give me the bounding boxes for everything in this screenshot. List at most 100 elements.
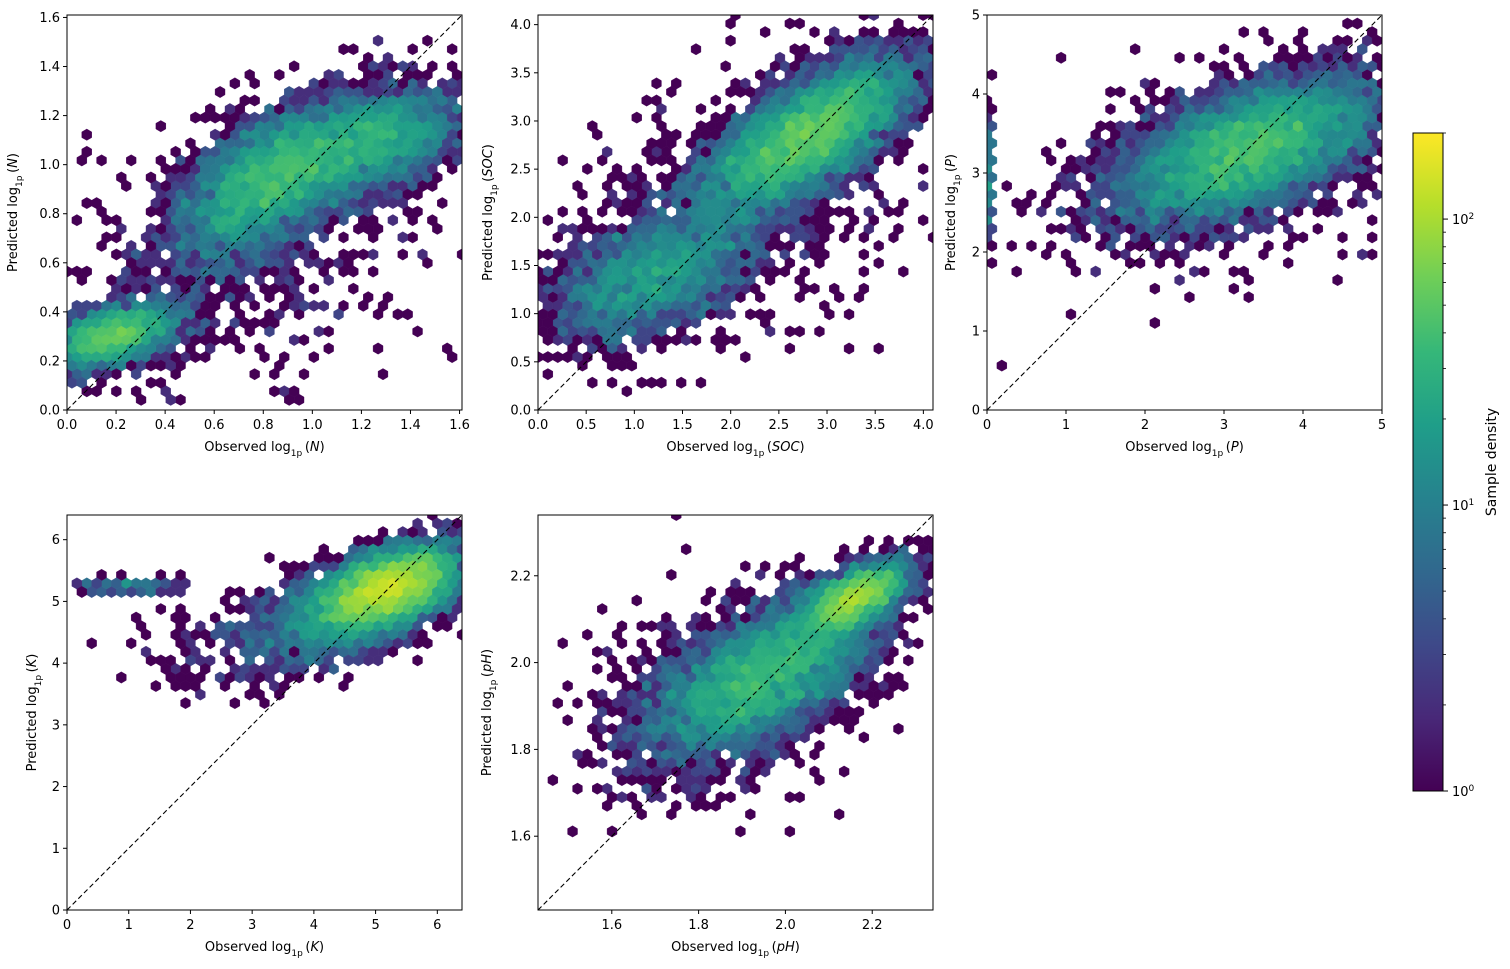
hexbin-cell: [368, 645, 379, 658]
hexbin-cell: [1144, 137, 1156, 150]
hexbin-cell: [858, 265, 869, 278]
hexbin-cell: [853, 705, 865, 718]
x-tick-label: 1.8: [688, 918, 709, 933]
hexbin-cell: [437, 197, 448, 210]
hexbin-cell: [298, 334, 310, 346]
hexbin-cell: [145, 239, 157, 252]
identity-line: [538, 15, 933, 410]
hexbin-cell: [200, 662, 211, 675]
hexbin-cell: [883, 205, 894, 218]
hexbin-cell: [382, 86, 394, 98]
hexbin-cell: [363, 86, 374, 98]
hexbin-cell: [1100, 214, 1111, 227]
hexbin-cell: [333, 308, 344, 321]
hexbin-cell: [1332, 274, 1343, 287]
subplot-K: 0 1 2 3 4 5 6 0 1 2 3 4 5 6 Observed log1p (K) Predicte…: [25, 514, 463, 959]
hexbin-cell: [794, 757, 805, 769]
hexbin-cell: [646, 154, 657, 167]
hexbin-cell: [735, 774, 746, 787]
hexbin-cell: [160, 265, 171, 278]
hexbin-cell: [913, 86, 924, 98]
hexbin-cell: [140, 645, 152, 658]
hexbin-cell: [244, 325, 255, 338]
hexbin-cell: [447, 43, 458, 56]
hexbin-cell: [695, 103, 707, 116]
hexbin-cell: [898, 145, 909, 158]
hexbin-cell: [397, 231, 408, 244]
hexbin-cell: [259, 351, 270, 364]
hexbin-cell: [313, 325, 324, 338]
hexbin-cell: [987, 128, 993, 141]
hexbin-cell: [542, 248, 553, 261]
hexbin-cell: [298, 180, 310, 192]
hexbin-cell: [185, 222, 196, 235]
hexbin-cell: [269, 385, 280, 398]
y-tick-label: 1.0: [39, 158, 60, 173]
hexbin-cell: [160, 162, 171, 175]
hexbin-cell: [725, 722, 736, 735]
hexbin-cell: [427, 145, 438, 158]
hexbin-cell: [987, 145, 993, 158]
hexbin-cell: [829, 282, 840, 295]
hexbin-cell: [552, 351, 563, 364]
hexbin-cell: [412, 654, 423, 667]
hexbin-cell: [602, 145, 613, 158]
hexbin-cell: [1075, 154, 1087, 167]
y-axis-label: Predicted log1p (pH): [480, 649, 499, 776]
hexbin-cell: [1105, 188, 1116, 201]
hexbin-cell: [868, 697, 879, 710]
hexbin-cell: [274, 171, 285, 184]
hexbin-cell: [755, 291, 766, 304]
y-axis-label: Predicted log1p (K): [25, 654, 44, 772]
hexbin-cell: [567, 825, 578, 838]
hexbin-cell: [382, 137, 394, 150]
hexbin-cell: [308, 111, 319, 124]
hexbin-cell: [348, 77, 359, 90]
hexbin-cell: [1105, 103, 1116, 116]
hexbin-cell: [313, 257, 324, 269]
hexbin-cell: [249, 94, 260, 107]
hexbin-cell: [888, 26, 899, 39]
hexbin-cell: [769, 180, 781, 192]
hexbin-cell: [705, 620, 716, 633]
hexbin-cell: [1199, 265, 1210, 278]
hexbin-cell: [1233, 51, 1245, 64]
hexbin-cell: [616, 705, 628, 718]
y-tick-label: 0.2: [39, 354, 60, 369]
hexbin-cell: [873, 239, 884, 252]
hexbin-cell: [1297, 197, 1309, 210]
hexbin-cell: [740, 351, 751, 364]
hexbin-cell: [671, 515, 682, 521]
hexbin-cell: [318, 299, 329, 312]
hexbin-cell: [651, 299, 662, 312]
hexbin-cell: [1075, 222, 1087, 235]
hexbin-cell: [740, 265, 751, 278]
y-tick-label: 1.6: [510, 830, 531, 845]
hexbin-cell: [1362, 86, 1373, 98]
subplots: 0.0 0.2 0.4 0.6 0.8 1.0 1.2 1.4 1.6 0.0 0.2 0.4 0.6 0…: [6, 9, 1386, 960]
hexbin-cell: [898, 265, 909, 278]
x-tick-label: 6: [433, 918, 441, 933]
y-tick-label: 1.5: [510, 259, 531, 274]
hexbin-cell: [789, 231, 800, 244]
hexbin-cell: [1046, 222, 1057, 235]
hexbin-cell: [779, 214, 790, 227]
hexbin-cell: [76, 274, 88, 287]
hexbin-cell: [577, 205, 588, 218]
hexbin-cell: [538, 265, 544, 278]
hexbin-cell: [1371, 34, 1382, 47]
hexbin-cell: [685, 291, 697, 304]
hexbin-cell: [1159, 94, 1170, 107]
hexbin-cell: [116, 671, 127, 684]
hexbin-cell: [809, 26, 820, 39]
hexbin-cell: [219, 594, 231, 607]
hexbin-cell: [451, 86, 462, 98]
hexbin-cell: [700, 748, 711, 761]
x-tick-label: 3: [248, 918, 256, 933]
hexbin-cell: [814, 205, 825, 218]
y-tick-label: 0: [972, 404, 980, 419]
hexbin-cell: [908, 111, 919, 124]
hexbin-cell: [437, 577, 448, 590]
hexbin-cell: [720, 697, 731, 710]
hexbin-cell: [1134, 154, 1146, 167]
